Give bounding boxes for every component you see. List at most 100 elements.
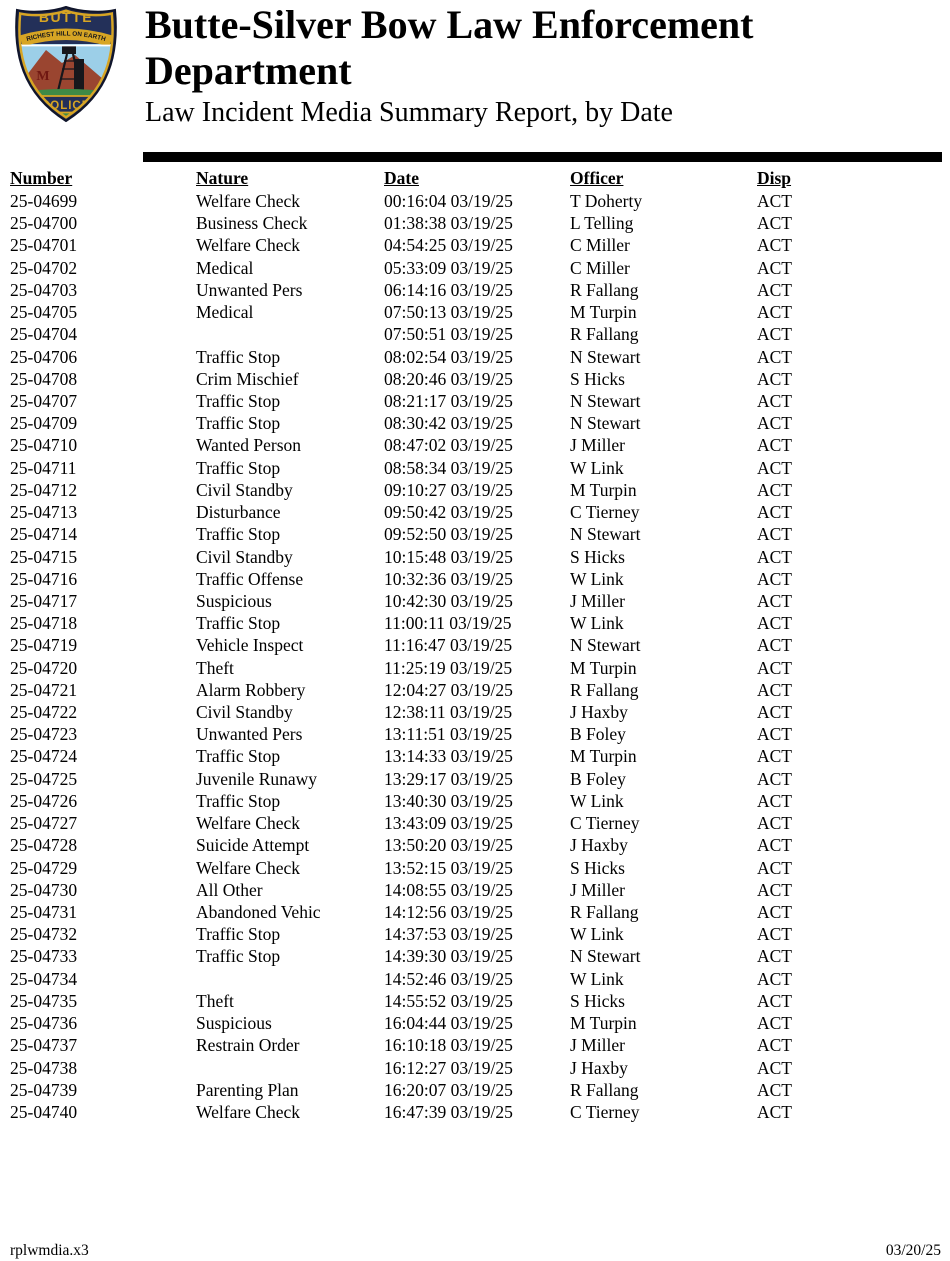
cell-disp: ACT: [757, 790, 792, 811]
cell-nature: Welfare Check: [196, 813, 301, 834]
cell-nature: Suspicious: [196, 590, 272, 611]
cell-number: 25-04739: [10, 1079, 78, 1100]
table-row: 25-04706 Traffic Stop 08:02:54 03/19/25 N S…: [10, 346, 941, 368]
table-row: 25-04735 Theft 14:55:52 03/19/25 S Hicks ACT: [10, 990, 941, 1012]
cell-officer: R Fallang: [570, 902, 639, 922]
cell-officer: B Foley: [570, 768, 626, 789]
table-row: 25-04725 Juvenile Runawy 13:29:17 03/19/25…: [10, 768, 941, 790]
cell-officer: N Stewart: [570, 346, 641, 367]
cell-officer: N Stewart: [570, 524, 641, 545]
cell-date: 16:20:07 03/19/25: [384, 1079, 513, 1100]
table-row: 25-04707 Traffic Stop 08:21:17 03/19/25 N S…: [10, 390, 941, 412]
cell-disp: ACT: [757, 746, 792, 767]
table-row: 25-04739 Parenting Plan 16:20:07 03/19/25 R…: [10, 1079, 941, 1101]
cell-number: 25-04732: [10, 924, 78, 945]
cell-disp: ACT: [757, 324, 792, 345]
cell-disp: ACT: [757, 702, 792, 723]
cell-date: 08:30:42 03/19/25: [384, 413, 513, 434]
cell-date: 13:29:17 03/19/25: [384, 768, 513, 789]
cell-number: 25-04707: [10, 390, 78, 411]
table-row: 25-04704 07:50:51 03/19/25 R Fallang ACT: [10, 323, 941, 345]
cell-number: 25-04734: [10, 968, 78, 989]
cell-number: 25-04727: [10, 813, 78, 834]
cell-officer: R Fallang: [570, 1079, 639, 1100]
cell-officer: N Stewart: [570, 946, 641, 967]
cell-nature: Welfare Check: [196, 1101, 301, 1122]
column-header-date: Date: [384, 168, 419, 188]
cell-nature: Traffic Stop: [196, 390, 281, 411]
cell-officer: S Hicks: [570, 990, 625, 1011]
cell-disp: ACT: [757, 879, 792, 900]
cell-officer: N Stewart: [570, 413, 641, 434]
table-row: 25-04724 Traffic Stop 13:14:33 03/19/25 M T…: [10, 745, 941, 767]
table-row: 25-04730 All Other 14:08:55 03/19/25 J Mill…: [10, 879, 941, 901]
cell-nature: Theft: [196, 657, 234, 678]
cell-date: 11:00:11 03/19/25: [384, 613, 512, 634]
cell-officer: J Miller: [570, 590, 625, 611]
cell-date: 04:54:25 03/19/25: [384, 235, 513, 256]
table-row: 25-04726 Traffic Stop 13:40:30 03/19/25 W L…: [10, 790, 941, 812]
cell-number: 25-04735: [10, 990, 78, 1011]
cell-number: 25-04719: [10, 635, 78, 656]
cell-nature: Traffic Stop: [196, 746, 281, 767]
cell-nature: Unwanted Pers: [196, 279, 303, 300]
cell-nature: Civil Standby: [196, 479, 293, 500]
cell-date: 14:08:55 03/19/25: [384, 879, 513, 900]
table-row: 25-04727 Welfare Check 13:43:09 03/19/25 C …: [10, 812, 941, 834]
cell-nature: Juvenile Runawy: [196, 768, 318, 789]
table-row: 25-04711 Traffic Stop 08:58:34 03/19/25 W L…: [10, 457, 941, 479]
cell-date: 16:10:18 03/19/25: [384, 1035, 513, 1056]
cell-officer: C Tierney: [570, 813, 640, 834]
cell-number: 25-04702: [10, 257, 78, 278]
cell-number: 25-04731: [10, 902, 78, 922]
cell-date: 07:50:13 03/19/25: [384, 302, 513, 323]
column-header-nature: Nature: [196, 168, 249, 188]
cell-date: 14:39:30 03/19/25: [384, 946, 513, 967]
cell-disp: ACT: [757, 213, 792, 234]
cell-number: 25-04717: [10, 590, 78, 611]
column-header-number: Number: [10, 168, 73, 188]
cell-officer: N Stewart: [570, 390, 641, 411]
footer-date: 03/20/25: [885, 1242, 941, 1259]
cell-disp: ACT: [757, 857, 792, 878]
cell-date: 10:32:36 03/19/25: [384, 568, 513, 589]
cell-date: 16:47:39 03/19/25: [384, 1101, 513, 1122]
cell-nature: Traffic Stop: [196, 457, 281, 478]
cell-date: 13:14:33 03/19/25: [384, 746, 513, 767]
cell-date: 08:20:46 03/19/25: [384, 368, 513, 389]
table-row: 25-04702 Medical 05:33:09 03/19/25 C Miller…: [10, 257, 941, 279]
cell-officer: J Miller: [570, 879, 625, 900]
page-title: Butte-Silver Bow Law Enforcement Departm…: [145, 2, 754, 93]
cell-disp: ACT: [757, 368, 792, 389]
table-row: 25-04715 Civil Standby 10:15:48 03/19/25 S …: [10, 546, 941, 568]
cell-date: 13:52:15 03/19/25: [384, 857, 513, 878]
cell-number: 25-04721: [10, 679, 78, 700]
cell-disp: ACT: [757, 635, 792, 656]
table-row: 25-04740 Welfare Check 16:47:39 03/19/25 C …: [10, 1101, 941, 1123]
cell-date: 14:12:56 03/19/25: [384, 902, 513, 922]
cell-number: 25-04733: [10, 946, 78, 967]
cell-number: 25-04712: [10, 479, 78, 500]
cell-date: 13:50:20 03/19/25: [384, 835, 513, 856]
table-row: 25-04717 Suspicious 10:42:30 03/19/25 J Mil…: [10, 590, 941, 612]
table-row: 25-04703 Unwanted Pers 06:14:16 03/19/25 R …: [10, 279, 941, 301]
cell-nature: Theft: [196, 990, 234, 1011]
cell-number: 25-04730: [10, 879, 78, 900]
cell-number: 25-04723: [10, 724, 78, 745]
cell-number: 25-04715: [10, 546, 78, 567]
cell-disp: ACT: [757, 924, 792, 945]
cell-number: 25-04716: [10, 568, 78, 589]
column-header-officer: Officer: [570, 168, 624, 188]
cell-officer: B Foley: [570, 724, 626, 745]
badge-headframe: [56, 46, 84, 92]
cell-nature: Traffic Stop: [196, 613, 281, 634]
table-row: 25-04710 Wanted Person 08:47:02 03/19/25 J …: [10, 434, 941, 456]
table-row: 25-04731 Abandoned Vehic 14:12:56 03/19/25…: [10, 901, 941, 923]
cell-officer: W Link: [570, 613, 624, 634]
cell-number: 25-04720: [10, 657, 78, 678]
cell-number: 25-04737: [10, 1035, 78, 1056]
cell-date: 12:04:27 03/19/25: [384, 679, 513, 700]
cell-number: 25-04725: [10, 768, 78, 789]
cell-nature: [196, 1057, 384, 1079]
